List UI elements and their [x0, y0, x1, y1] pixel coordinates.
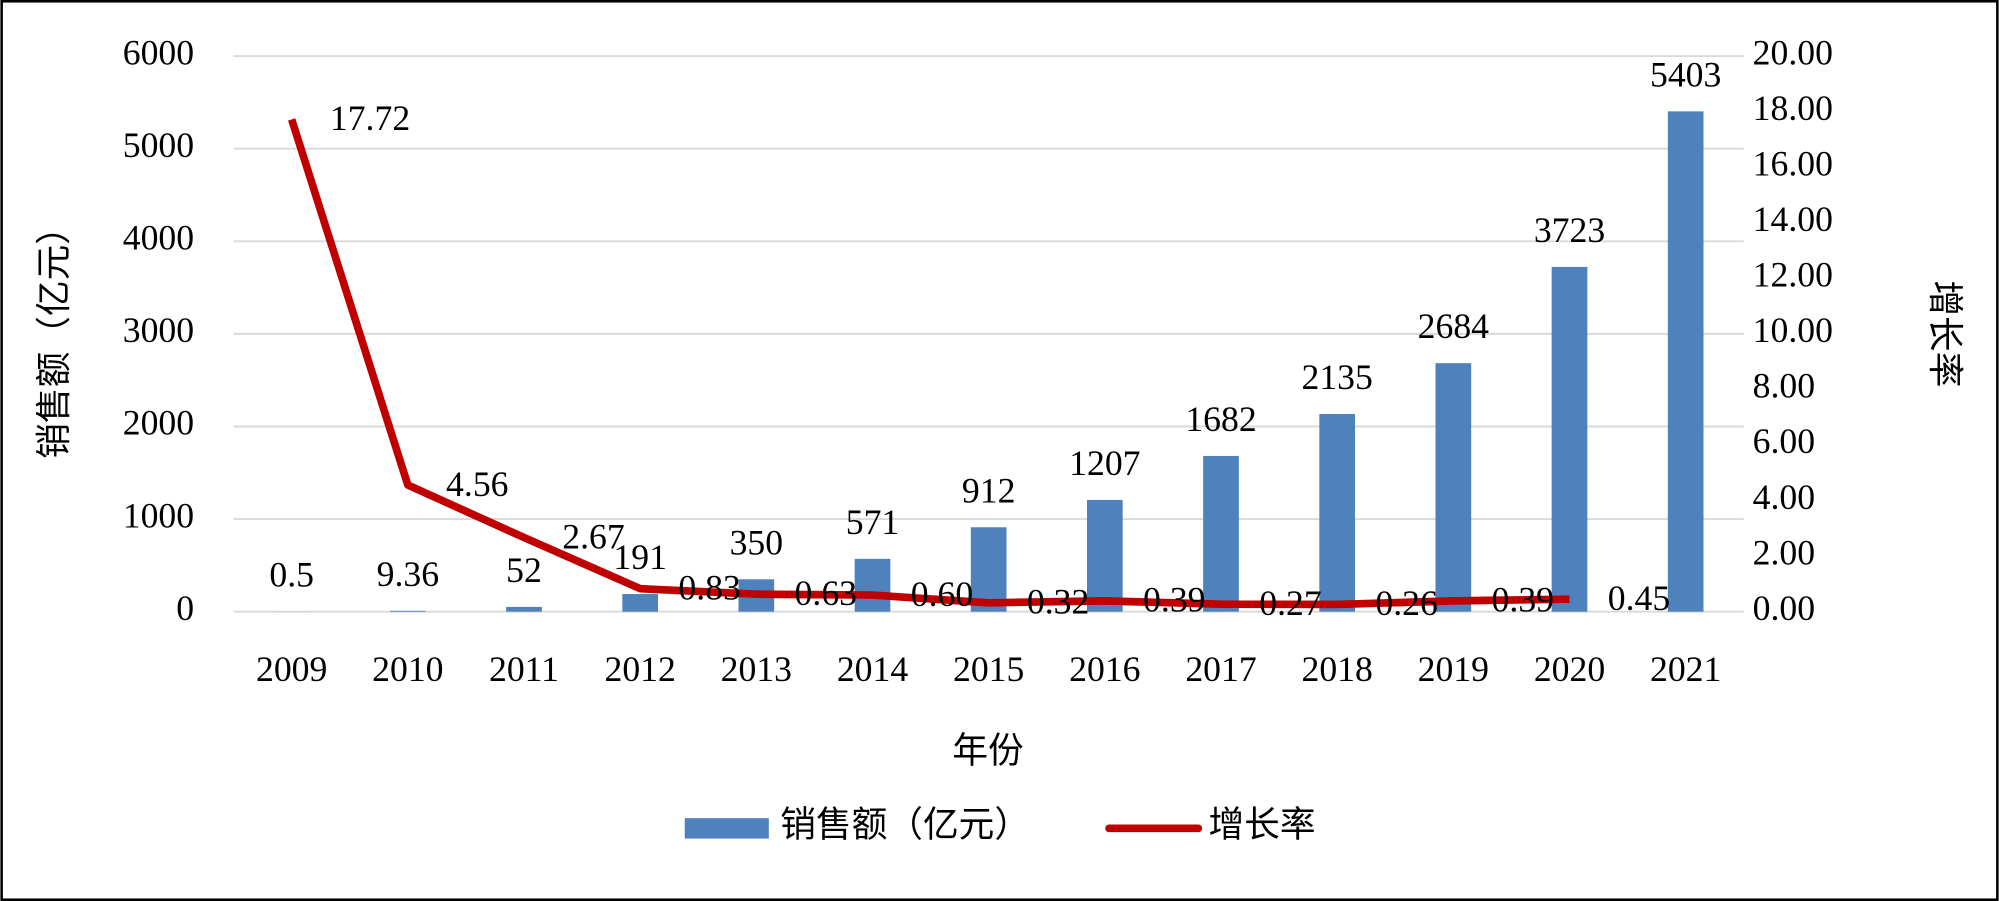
bar-value-label: 0.5 [269, 555, 314, 595]
bar-value-label: 191 [613, 537, 667, 577]
y-tick-label: 0 [176, 588, 194, 628]
x-tick-label: 2016 [1069, 649, 1140, 689]
x-tick-label: 2021 [1650, 649, 1721, 689]
legend-label: 销售额（亿元） [780, 805, 1030, 845]
x-tick-label: 2011 [489, 649, 559, 689]
line-value-label: 0.27 [1259, 583, 1321, 623]
bar [389, 610, 426, 612]
bar [506, 606, 542, 612]
bar [970, 527, 1007, 612]
bar [1086, 499, 1123, 612]
line-value-label: 0.39 [1143, 580, 1205, 620]
bar [1319, 413, 1356, 612]
y2-tick-label: 10.00 [1753, 310, 1833, 350]
bar [1551, 266, 1588, 612]
y-tick-label: 4000 [123, 217, 194, 257]
y2-tick-label: 8.00 [1753, 366, 1815, 406]
bar-value-label: 52 [506, 550, 542, 590]
x-tick-label: 2014 [837, 649, 909, 689]
y2-tick-label: 14.00 [1753, 199, 1833, 239]
bar [622, 594, 659, 612]
line-value-label: 0.32 [1027, 582, 1089, 622]
y2-tick-label: 6.00 [1753, 421, 1815, 461]
line-value-label: 4.56 [446, 464, 508, 504]
line-value-label: 2.67 [562, 516, 624, 556]
y-tick-label: 5000 [123, 125, 194, 165]
bar-value-label: 2135 [1301, 357, 1372, 397]
y-tick-label: 2000 [123, 403, 194, 443]
bar-value-label: 9.36 [377, 554, 439, 594]
x-tick-label: 2015 [953, 649, 1024, 689]
y2-tick-label: 12.00 [1753, 255, 1833, 295]
y2-tick-label: 20.00 [1753, 32, 1833, 72]
bar [1203, 455, 1239, 612]
x-tick-label: 2020 [1534, 649, 1605, 689]
y2-tick-label: 2.00 [1753, 532, 1815, 572]
y-tick-label: 1000 [123, 495, 194, 535]
bar-value-label: 350 [730, 522, 784, 562]
line-value-label: 0.83 [678, 567, 740, 607]
x-tick-label: 2017 [1185, 649, 1256, 689]
line-value-label: 0.39 [1492, 580, 1554, 620]
bar [1435, 363, 1472, 612]
x-tick-label: 2013 [721, 649, 792, 689]
x-tick-label: 2019 [1418, 649, 1489, 689]
y2-tick-label: 18.00 [1753, 88, 1833, 128]
y2-tick-label: 16.00 [1753, 143, 1833, 183]
x-axis-title: 年份 [952, 731, 1023, 771]
line [288, 118, 1570, 609]
bar-value-label: 912 [962, 470, 1016, 510]
bar [854, 558, 891, 612]
y-tick-label: 6000 [123, 32, 194, 72]
bar-value-label: 1207 [1069, 443, 1140, 483]
bar [1667, 111, 1704, 612]
y-axis-title: 销售额（亿元） [34, 209, 74, 459]
bar-value-label: 2684 [1418, 306, 1490, 346]
x-tick-label: 2009 [256, 649, 327, 689]
line-value-label: 0.60 [911, 574, 973, 614]
x-tick-label: 2012 [604, 649, 675, 689]
legend-swatch [684, 818, 769, 839]
bar-value-label: 3723 [1534, 210, 1605, 250]
y2-tick-label: 4.00 [1753, 477, 1815, 517]
x-tick-label: 2010 [372, 649, 443, 689]
y2-axis-title: 增长率 [1925, 280, 1965, 387]
legend-label: 增长率 [1209, 805, 1316, 845]
bar-value-label: 571 [846, 502, 900, 542]
y2-tick-label: 0.00 [1753, 588, 1815, 628]
bar-value-label: 1682 [1185, 399, 1256, 439]
y-tick-label: 3000 [123, 310, 194, 350]
line-value-label: 0.63 [795, 573, 857, 613]
bar-value-label: 5403 [1650, 54, 1721, 94]
line-value-label: 17.72 [330, 98, 410, 138]
line-value-label: 0.45 [1608, 578, 1670, 618]
line-value-label: 0.26 [1375, 583, 1437, 623]
x-tick-label: 2018 [1301, 649, 1372, 689]
